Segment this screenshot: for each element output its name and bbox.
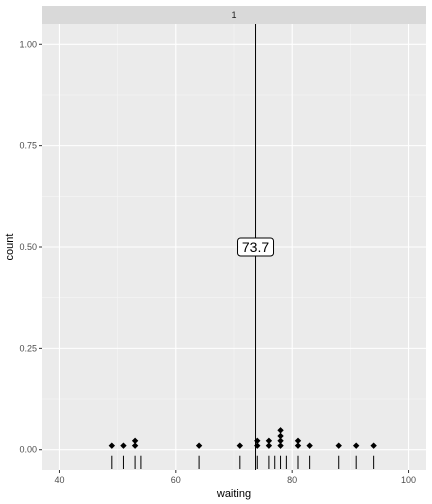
facet-strip-label: 1 <box>231 10 236 20</box>
y-tick-label: 0.75 <box>19 141 37 151</box>
facet-strip: 1 <box>42 6 426 24</box>
x-axis-title: waiting <box>216 488 251 500</box>
annotation-layer: 73.7 <box>238 238 274 256</box>
y-tick-label: 1.00 <box>19 39 37 49</box>
y-axis-title: count <box>4 234 16 261</box>
x-tick-label: 40 <box>54 475 64 485</box>
y-tick-label: 0.00 <box>19 445 37 455</box>
x-tick-label: 100 <box>401 475 416 485</box>
annotation-label: 73.7 <box>242 239 269 255</box>
x-tick-label: 60 <box>171 475 181 485</box>
x-tick-label: 80 <box>287 475 297 485</box>
plot-panel <box>42 24 426 470</box>
y-tick-label: 0.25 <box>19 343 37 353</box>
y-tick-label: 0.50 <box>19 242 37 252</box>
